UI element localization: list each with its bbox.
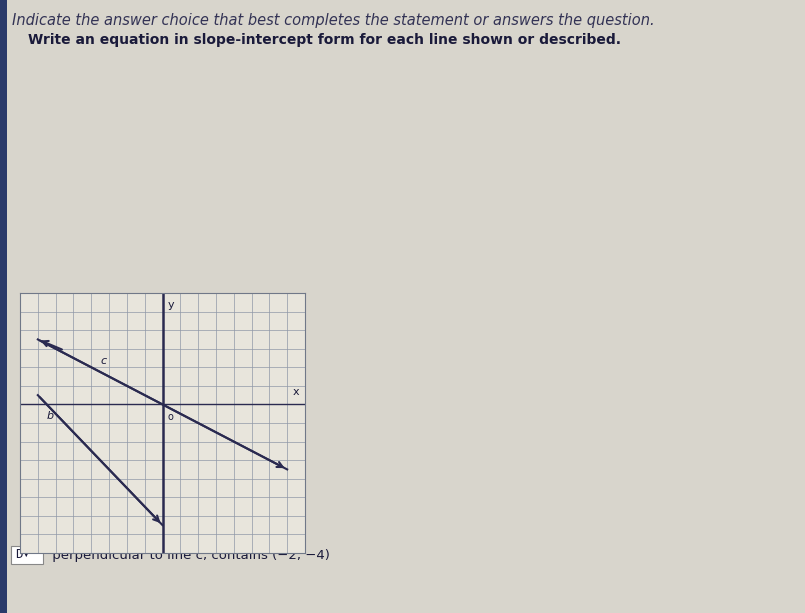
Text: Indicate the answer choice that best completes the statement or answers the ques: Indicate the answer choice that best com…: [12, 13, 654, 28]
Circle shape: [23, 427, 34, 438]
Text: y: y: [168, 300, 175, 310]
Text: a.: a.: [50, 356, 63, 370]
Circle shape: [23, 357, 34, 368]
Text: $y = \dfrac{5}{2}x - 1$: $y = \dfrac{5}{2}x - 1$: [70, 452, 148, 484]
Text: x: x: [293, 387, 299, 397]
Text: perpendicular to line c, contains (−2, −4): perpendicular to line c, contains (−2, −…: [48, 549, 330, 562]
Text: $y = -\dfrac{5}{2}x - 1$: $y = -\dfrac{5}{2}x - 1$: [70, 346, 167, 379]
Text: $y = \dfrac{5}{2}x + 8$: $y = \dfrac{5}{2}x + 8$: [70, 417, 148, 449]
Text: D▾: D▾: [15, 549, 30, 562]
Text: c: c: [100, 356, 106, 365]
Text: d.: d.: [50, 461, 64, 475]
Text: c.: c.: [50, 426, 62, 440]
Text: Write an equation in slope-intercept form for each line shown or described.: Write an equation in slope-intercept for…: [28, 33, 621, 47]
Text: b.: b.: [50, 391, 64, 405]
Circle shape: [23, 462, 34, 473]
Bar: [0, 0, 7, 613]
Circle shape: [23, 392, 34, 403]
Text: b: b: [47, 411, 54, 421]
Text: o: o: [168, 412, 174, 422]
FancyBboxPatch shape: [11, 546, 43, 564]
Text: $y = \dfrac{5}{2}x + 1$: $y = \dfrac{5}{2}x + 1$: [70, 382, 148, 414]
